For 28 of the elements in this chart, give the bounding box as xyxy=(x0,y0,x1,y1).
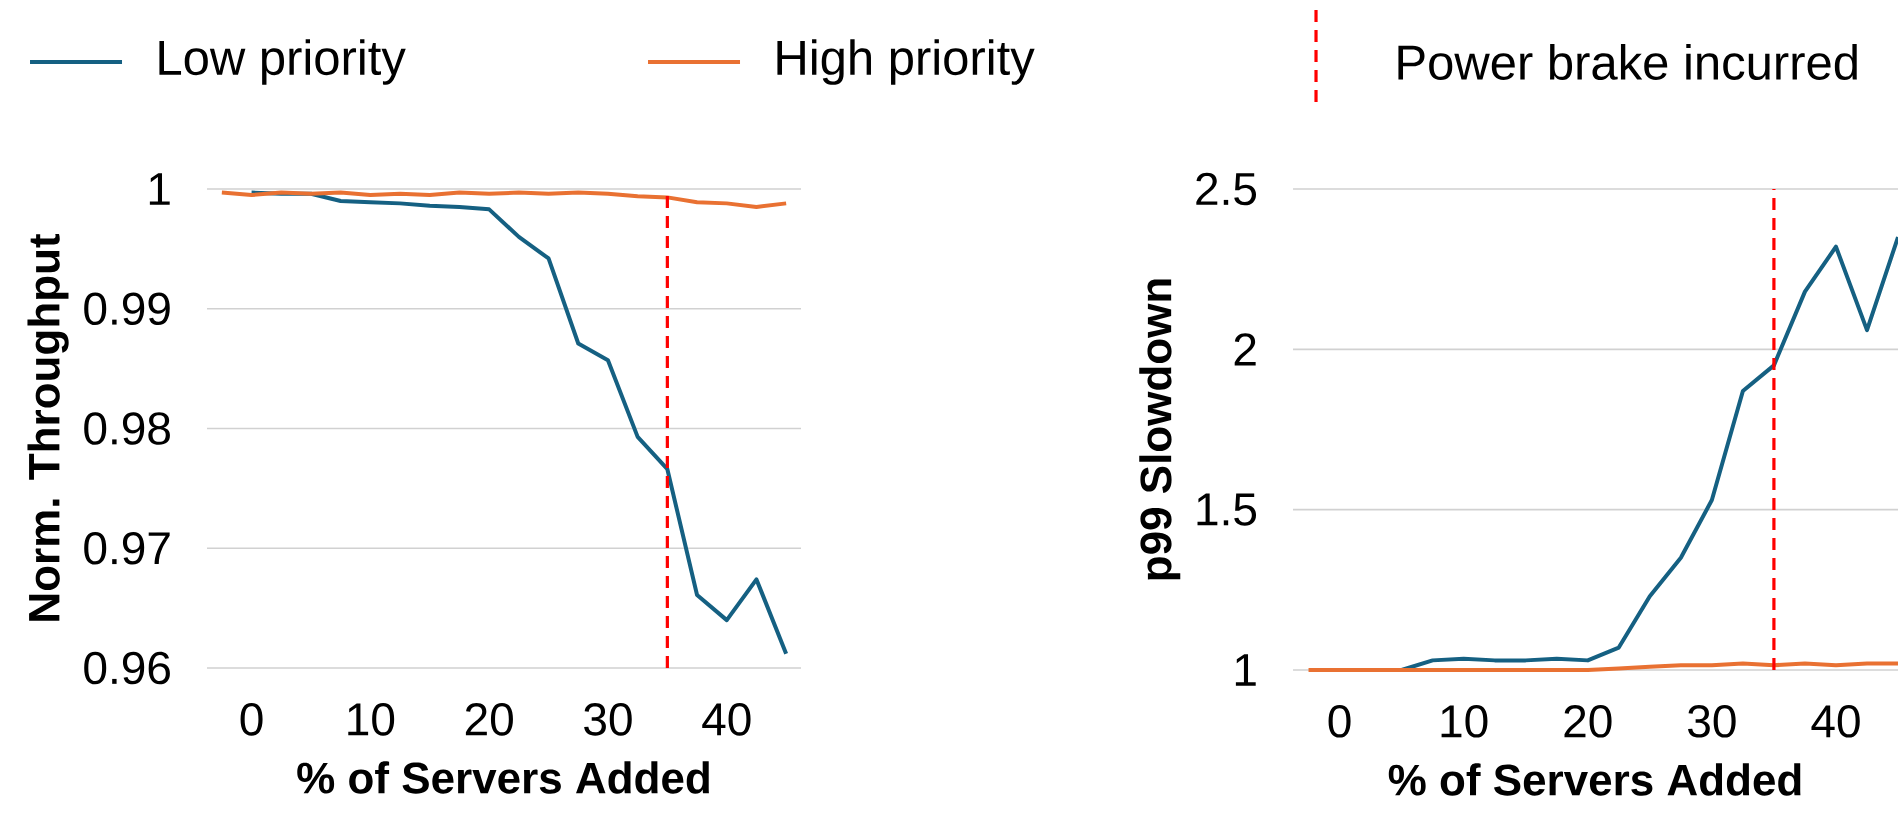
x-axis-title: % of Servers Added xyxy=(297,761,709,794)
line-series xyxy=(249,190,789,656)
y-tick-label: 0.99 xyxy=(84,292,170,326)
x-tick-label: 0 xyxy=(1328,705,1351,738)
line-series xyxy=(219,190,789,209)
y-tick-label: 0.97 xyxy=(84,531,170,565)
x-tick-label: 30 xyxy=(584,703,632,736)
legend-label: Power brake incurred xyxy=(1398,44,1857,80)
x-axis-title: % of Servers Added xyxy=(1388,763,1801,796)
y-tick-label: 1 xyxy=(1235,654,1256,686)
y-tick-label: 2 xyxy=(1234,333,1256,366)
y-tick-label: 1 xyxy=(149,173,170,205)
y-axis-title: p99 Slowdown xyxy=(1139,279,1181,580)
y-tick-label: 0.98 xyxy=(84,412,170,445)
x-tick-label: 40 xyxy=(1811,705,1860,738)
legend-label: High priority xyxy=(777,39,1035,85)
y-axis-title: Norm. Throughput xyxy=(27,233,69,621)
x-tick-label: 0 xyxy=(240,703,263,736)
x-tick-label: 20 xyxy=(465,703,513,736)
x-tick-label: 40 xyxy=(702,703,751,736)
x-tick-label: 30 xyxy=(1688,705,1736,738)
y-tick-label: 0.96 xyxy=(84,651,170,685)
x-tick-label: 10 xyxy=(1441,705,1488,738)
x-tick-label: 20 xyxy=(1564,705,1612,738)
y-tick-label: 2.5 xyxy=(1196,172,1257,206)
legend-label: Low priority xyxy=(159,39,406,85)
y-tick-label: 1.5 xyxy=(1197,493,1257,526)
x-tick-label: 10 xyxy=(348,703,395,736)
